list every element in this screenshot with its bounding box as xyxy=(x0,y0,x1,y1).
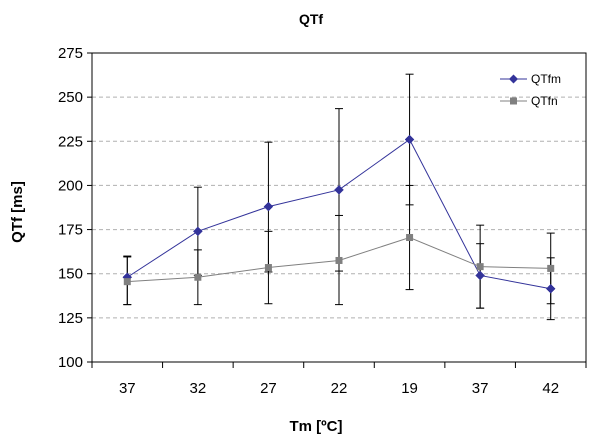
data-point-qtfn xyxy=(406,234,414,242)
x-tick-label: 32 xyxy=(190,380,207,397)
plot-frame xyxy=(91,52,587,363)
data-point-qtfn xyxy=(194,273,202,281)
y-tick-label: 100 xyxy=(58,354,83,371)
y-tick-label: 125 xyxy=(58,310,83,327)
y-axis-title: QTf [ms] xyxy=(9,181,26,243)
y-tick-label: 200 xyxy=(58,177,83,194)
x-tick-label: 37 xyxy=(119,380,136,397)
y-tick-label: 150 xyxy=(58,266,83,283)
data-point-qtfn xyxy=(123,278,131,286)
y-tick-label: 175 xyxy=(58,222,83,239)
data-point-qtfm xyxy=(334,184,344,195)
legend-label: QTfn xyxy=(531,94,558,108)
data-point-qtfn xyxy=(476,263,484,271)
y-ticks: 100 125 150 175 200 225 250 275 xyxy=(58,45,92,371)
data-point-qtfm xyxy=(404,134,415,145)
data-point-qtfn xyxy=(547,264,555,272)
markers xyxy=(122,134,556,294)
legend-marker xyxy=(509,74,518,84)
legend-label: QTfm xyxy=(531,72,561,86)
data-point-qtfm xyxy=(545,283,556,294)
data-point-qtfm xyxy=(475,270,485,281)
x-tick-label: 27 xyxy=(260,380,277,397)
x-tick-label: 22 xyxy=(331,380,348,397)
data-point-qtfm xyxy=(263,201,274,212)
x-tick-label: 42 xyxy=(542,380,559,397)
x-tick-label: 37 xyxy=(472,380,489,397)
x-ticks: 37 32 27 22 19 37 42 xyxy=(91,362,587,397)
legend-marker xyxy=(510,97,517,105)
data-point-qtfn xyxy=(264,264,272,272)
y-tick-label: 250 xyxy=(58,89,83,106)
x-tick-label: 19 xyxy=(401,380,418,397)
error-bars xyxy=(123,73,555,321)
y-tick-label: 225 xyxy=(58,133,83,150)
data-point-qtfm xyxy=(193,226,203,237)
chart-title: QTf xyxy=(299,11,323,27)
y-tick-label: 275 xyxy=(58,45,83,62)
legend: QTfm QTfn xyxy=(500,72,561,108)
data-point-qtfn xyxy=(335,256,343,264)
x-axis-title: Tm [ºC] xyxy=(290,418,343,435)
